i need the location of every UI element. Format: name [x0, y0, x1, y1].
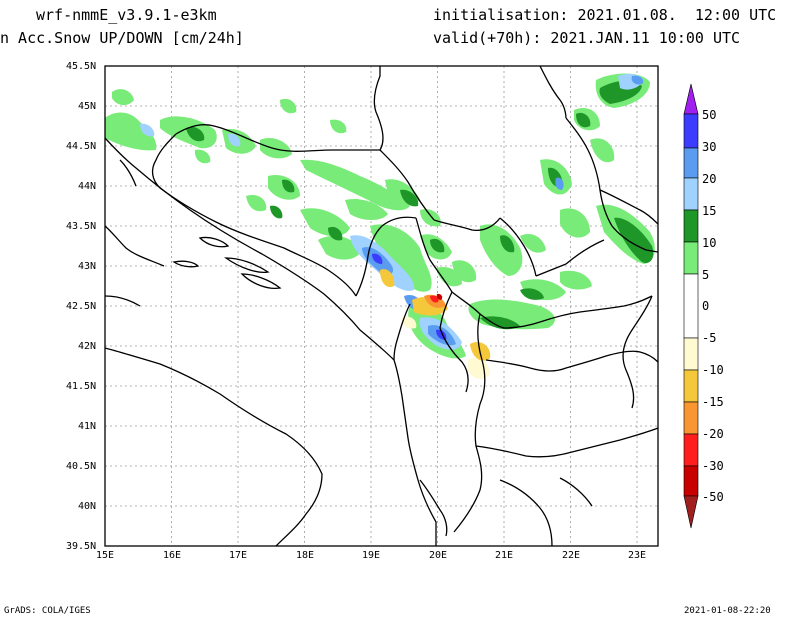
map-frame — [104, 65, 659, 547]
lon-label: 21E — [495, 550, 514, 561]
variable-title: n Acc.Snow UP/DOWN [cm/24h] — [0, 29, 244, 47]
lat-label: 44N — [78, 181, 97, 192]
snow-negative-areas — [380, 269, 491, 379]
lat-label: 42.5N — [66, 301, 97, 312]
colorbar-15-20 — [683, 177, 699, 211]
lat-label: 42N — [78, 341, 97, 352]
lon-label: 23E — [628, 550, 647, 561]
lon-label: 22E — [562, 550, 581, 561]
lat-label: 43.5N — [66, 221, 97, 232]
colorbar-label: -30 — [702, 459, 724, 473]
lat-label: 45.5N — [66, 61, 97, 72]
lat-label: 41N — [78, 421, 97, 432]
model-title: wrf-nmmE_v3.9.1-e3km — [36, 6, 217, 24]
colorbar-label: -10 — [702, 363, 724, 377]
colorbar-m10 — [683, 369, 699, 403]
colorbar-5-10 — [683, 241, 699, 275]
colorbar-label: -15 — [702, 395, 724, 409]
lon-label: 17E — [229, 550, 248, 561]
lat-label: 43N — [78, 261, 97, 272]
snow-field — [105, 73, 655, 379]
colorbar — [683, 83, 699, 529]
colorbar-label: 20 — [702, 172, 717, 186]
footer-timestamp: 2021-01-08-22:20 — [684, 606, 771, 616]
colorbar-30-50 — [683, 113, 699, 149]
valid-time: valid(+70h): 2021.JAN.11 10:00 UTC — [433, 29, 741, 47]
lat-label: 40N — [78, 501, 97, 512]
lat-label: 41.5N — [66, 381, 97, 392]
colorbar-m20 — [683, 433, 699, 467]
colorbar-m5 — [683, 337, 699, 371]
colorbar-neutral — [683, 273, 699, 339]
colorbar-top-arrow — [683, 83, 699, 115]
colorbar-label: 0 — [702, 299, 710, 313]
colorbar-label: 30 — [702, 140, 717, 154]
colorbar-label: -50 — [702, 490, 724, 504]
colorbar-label: 5 — [702, 268, 710, 282]
lon-label: 15E — [96, 550, 115, 561]
lon-label: 16E — [163, 550, 182, 561]
footer-credit: GrADS: COLA/IGES — [4, 606, 91, 616]
colorbar-label: 15 — [702, 204, 717, 218]
colorbar-label: -20 — [702, 427, 724, 441]
lat-label: 39.5N — [66, 541, 97, 552]
coastlines-borders — [105, 66, 658, 546]
lat-label: 40.5N — [66, 461, 97, 472]
lon-label: 20E — [429, 550, 448, 561]
init-time: initialisation: 2021.01.08. 12:00 UTC — [433, 6, 777, 24]
colorbar-label: 10 — [702, 236, 717, 250]
snow-15-30-areas — [140, 73, 644, 350]
snow-5-10-areas — [105, 73, 655, 359]
colorbar-m15 — [683, 401, 699, 435]
colorbar-bottom-arrow — [683, 495, 699, 529]
lat-label: 44.5N — [66, 141, 97, 152]
colorbar-label: 50 — [702, 108, 717, 122]
lon-label: 19E — [362, 550, 381, 561]
colorbar-10-15 — [683, 209, 699, 243]
lat-label: 45N — [78, 101, 97, 112]
lon-label: 18E — [296, 550, 315, 561]
colorbar-20-30 — [683, 147, 699, 179]
colorbar-m30 — [683, 465, 699, 497]
colorbar-label: -5 — [702, 331, 717, 345]
